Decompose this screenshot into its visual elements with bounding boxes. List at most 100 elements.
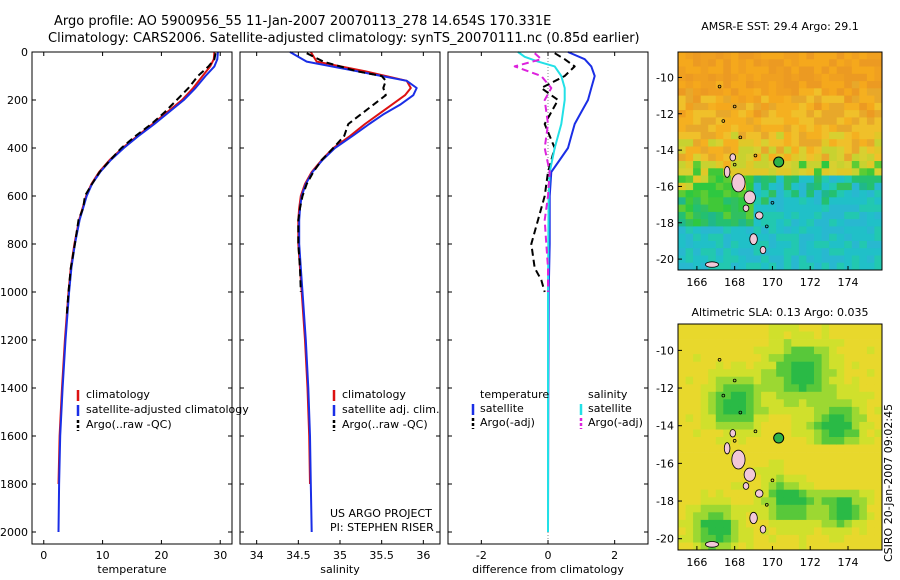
- x-axis-label: temperature: [97, 563, 166, 576]
- islet-dot: [717, 84, 722, 89]
- islet-dot: [721, 393, 726, 398]
- island-outline: [742, 482, 750, 490]
- project-label: US ARGO PROJECT: [330, 507, 432, 520]
- y-tick-label: 1400: [0, 382, 28, 395]
- x-tick-label: 34: [250, 549, 264, 562]
- island-outline: [749, 233, 758, 245]
- map-title: AMSR-E SST: 29.4 Argo: 29.1: [701, 20, 859, 33]
- series-line-salinity-argo-adj-: [513, 52, 553, 292]
- islet-dot: [753, 153, 758, 158]
- legend-label: satellite: [588, 402, 632, 415]
- series-line-satellite-adj-clim-: [289, 51, 418, 533]
- map-cells: [678, 324, 883, 551]
- island-outline: [723, 166, 731, 178]
- map-frame: [677, 51, 883, 271]
- x-tick-label: -2: [476, 549, 487, 562]
- island-outline: [743, 467, 756, 482]
- map-x-tick-label: 168: [724, 276, 745, 289]
- x-tick-label: 2: [611, 549, 618, 562]
- series-line-temperature-satellite: [547, 51, 596, 533]
- y-tick-label: 1800: [0, 478, 28, 491]
- map-y-tick-label: -20: [656, 533, 674, 546]
- legend-label: satellite: [480, 402, 524, 415]
- map-y-tick-label: -16: [656, 180, 674, 193]
- islet-dot: [717, 357, 722, 362]
- map-x-tick-label: 170: [762, 556, 783, 569]
- map-y-tick-label: -16: [656, 457, 674, 470]
- y-tick-label: 400: [7, 142, 28, 155]
- y-tick-label: 800: [7, 238, 28, 251]
- island-outline: [743, 190, 756, 205]
- pi-label: PI: STEPHEN RISER: [330, 521, 434, 534]
- island-outline: [729, 429, 737, 438]
- series-line-salinity-satellite: [517, 51, 566, 532]
- islet-dot: [738, 410, 743, 415]
- figure-title-line1: Argo profile: AO 5900956_55 11-Jan-2007 …: [54, 14, 551, 29]
- island-outline: [731, 449, 746, 470]
- map-y-tick-label: -12: [656, 382, 674, 395]
- map-cells: [678, 52, 883, 271]
- islet-dot: [721, 119, 726, 123]
- legend-group-heading: temperature: [480, 388, 549, 401]
- island-outline: [731, 173, 746, 193]
- sla-map-panel: Altimetric SLA: 0.13 Argo: 0.035 166 168 17…: [656, 306, 883, 569]
- islet-dot: [770, 478, 775, 483]
- argo-location-marker: [773, 432, 785, 444]
- island-outline: [755, 211, 764, 220]
- axes-frame: [239, 51, 441, 545]
- islet-dot: [764, 502, 769, 507]
- series-line-temperature-argo-adj-: [530, 52, 576, 293]
- y-tick-label: 1200: [0, 334, 28, 347]
- legend-label: climatology: [342, 388, 406, 401]
- salinity-profile-panel: 34 34.5 35 35.5 36 salinity climatology satelli…: [239, 51, 441, 576]
- legend-label: satellite-adjusted climatology: [86, 403, 249, 416]
- x-tick-label: 0: [40, 549, 47, 562]
- map-x-tick-label: 174: [838, 276, 859, 289]
- credit-label: CSIRO 20-Jan-2007 09:02:45: [882, 404, 895, 562]
- x-tick-label: 0: [545, 549, 552, 562]
- island-outline: [704, 261, 720, 268]
- map-y-tick-label: -12: [656, 108, 674, 121]
- islet-dot: [732, 104, 737, 109]
- map-y-tick-label: -14: [656, 420, 674, 433]
- legend-group-heading: salinity: [588, 388, 628, 401]
- x-axis-label: difference from climatology: [472, 563, 624, 576]
- legend-label: Argo(-adj): [480, 416, 535, 429]
- sst-map-panel: AMSR-E SST: 29.4 Argo: 29.1 166 168 170 172 1…: [656, 20, 883, 289]
- islet-dot: [732, 378, 737, 383]
- legend-label: Argo(..raw -QC): [342, 418, 428, 431]
- map-x-tick-label: 170: [762, 276, 783, 289]
- map-x-tick-label: 174: [838, 556, 859, 569]
- map-y-tick-label: -18: [656, 217, 674, 230]
- island-outline: [742, 204, 750, 212]
- x-axis-label: salinity: [320, 563, 360, 576]
- y-tick-label: 600: [7, 190, 28, 203]
- map-y-tick-label: -20: [656, 253, 674, 266]
- map-x-tick-label: 166: [686, 276, 707, 289]
- map-title: Altimetric SLA: 0.13 Argo: 0.035: [691, 306, 868, 319]
- map-y-tick-label: -14: [656, 144, 674, 157]
- island-outline: [755, 489, 764, 498]
- island-outline: [749, 511, 758, 525]
- map-x-tick-label: 172: [800, 556, 821, 569]
- islet-dot: [732, 438, 737, 443]
- y-tick-label: 2000: [0, 526, 28, 539]
- temperature-profile-panel: 0 10 20 30 0 200 400 600 800 1000 1200 1400 1600 1800…: [0, 46, 249, 576]
- map-x-tick-label: 172: [800, 276, 821, 289]
- island-outline: [759, 525, 767, 534]
- island-outline: [729, 153, 737, 162]
- map-y-tick-label: -10: [656, 71, 674, 84]
- figure-title-line2: Climatology: CARS2006. Satellite-adjuste…: [48, 31, 640, 46]
- x-tick-label: 10: [96, 549, 110, 562]
- series-line-argo-raw-qc-: [65, 53, 217, 317]
- islet-dot: [738, 135, 743, 140]
- y-tick-label: 1600: [0, 430, 28, 443]
- islet-dot: [770, 200, 775, 205]
- map-x-tick-label: 166: [686, 556, 707, 569]
- x-tick-label: 30: [213, 549, 227, 562]
- map-x-tick-label: 168: [724, 556, 745, 569]
- legend-label: Argo(-adj): [588, 416, 643, 429]
- y-tick-label: 200: [7, 94, 28, 107]
- x-tick-label: 20: [154, 549, 168, 562]
- legend-label: climatology: [86, 388, 150, 401]
